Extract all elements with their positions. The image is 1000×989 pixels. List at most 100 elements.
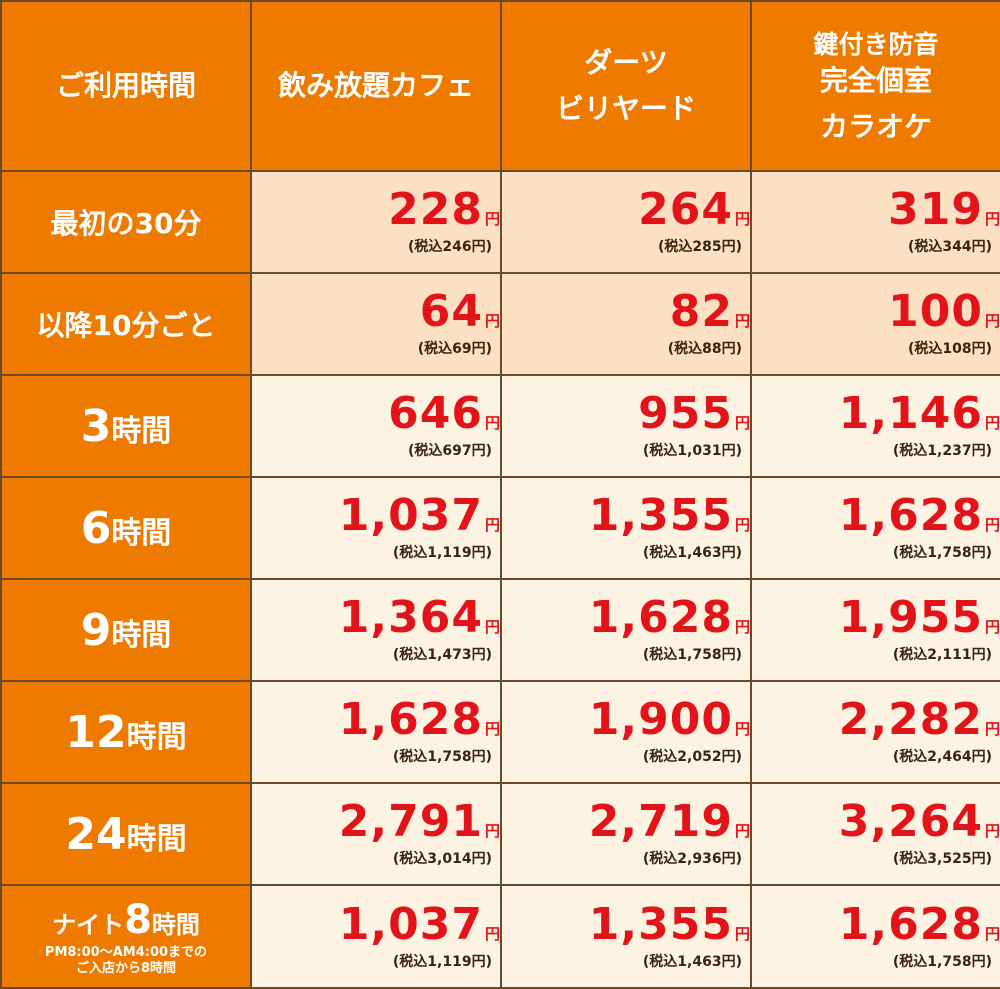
price-cell: 100 円 (税込108円) [750,272,1000,376]
yen-unit: 円 [484,414,500,432]
price-cell: 319 円 (税込344円) [750,170,1000,274]
price-amount: 1,955 [838,592,983,643]
price-cell: 1,355 円 (税込1,463円) [500,884,752,989]
price-amount: 1,364 [338,592,483,643]
table-row: 6時間 1,037 円 (税込1,119円) 1,355 円 (税込1,463円) 1,… [0,476,1000,580]
price-cell: 646 円 (税込697円) [250,374,502,478]
header-time: ご利用時間 [0,0,252,172]
price-amount: 100 [888,286,983,337]
row-label: ナイト8時間 PM8:00〜AM4:00までの ご入店から8時間 [0,884,252,989]
price-amount: 64 [419,286,483,337]
night-note-line1: PM8:00〜AM4:00までの [44,944,208,960]
header-cafe-label: 飲み放題カフェ [277,68,474,102]
table-row: 12時間 1,628 円 (税込1,758円) 1,900 円 (税込2,052円) 2… [0,680,1000,784]
yen-unit: 円 [984,312,1000,330]
tax-included-price: (税込1,119円) [392,545,492,561]
header-cafe: 飲み放題カフェ [250,0,502,172]
tax-included-price: (税込1,758円) [892,545,992,561]
price-cell: 2,791 円 (税込3,014円) [250,782,502,886]
price-cell: 82 円 (税込88円) [500,272,752,376]
price-amount: 82 [669,286,733,337]
price-cell: 1,628 円 (税込1,758円) [750,476,1000,580]
price-cell: 1,037 円 (税込1,119円) [250,884,502,989]
row-label-unit: 時間 [151,910,200,939]
tax-included-price: (税込1,463円) [642,953,742,970]
yen-unit: 円 [484,618,500,636]
yen-unit: 円 [984,516,1000,534]
price-amount: 1,628 [838,490,983,541]
price-cell: 2,282 円 (税込2,464円) [750,680,1000,784]
price-cell: 3,264 円 (税込3,525円) [750,782,1000,886]
row-label: 12時間 [0,680,252,784]
price-amount: 955 [638,388,733,439]
price-cell: 2,719 円 (税込2,936円) [500,782,752,886]
tax-included-price: (税込1,031円) [642,443,742,459]
header-karaoke-line2: 完全個室 [819,63,932,97]
row-label: 3時間 [0,374,252,478]
tax-included-price: (税込1,119円) [392,953,492,970]
price-amount: 1,037 [338,490,483,541]
table-row: 以降10分ごと 64 円 (税込69円) 82 円 (税込88円) 100 円 (税込108… [0,272,1000,376]
row-label-number: 9 [80,604,112,656]
row-label-number: 24 [65,808,127,860]
row-label: 最初の30分 [0,170,252,274]
price-amount: 1,355 [588,490,733,541]
row-label: 9時間 [0,578,252,682]
tax-included-price: (税込3,014円) [392,851,492,867]
table-row: 3時間 646 円 (税込697円) 955 円 (税込1,031円) 1,146 円 (税… [0,374,1000,478]
yen-unit: 円 [734,618,750,636]
price-cell: 1,146 円 (税込1,237円) [750,374,1000,478]
row-label-number: 12 [65,706,127,758]
row-label: 以降10分ごと [0,272,252,376]
price-amount: 1,037 [338,898,483,950]
row-label-prefix: ナイト [52,910,125,939]
table-row: ナイト8時間 PM8:00〜AM4:00までの ご入店から8時間 1,037 円 (税… [0,884,1000,989]
price-amount: 1,628 [338,694,483,745]
yen-unit: 円 [484,516,500,534]
tax-included-price: (税込1,758円) [392,749,492,765]
row-label: 6時間 [0,476,252,580]
header-karaoke-line1: 鍵付き防音 [813,30,939,60]
price-amount: 1,900 [588,694,733,745]
price-amount: 264 [638,184,733,235]
yen-unit: 円 [484,924,500,943]
price-cell: 1,628 円 (税込1,758円) [250,680,502,784]
price-cell: 228 円 (税込246円) [250,170,502,274]
yen-unit: 円 [984,414,1000,432]
price-amount: 1,146 [838,388,983,439]
price-cell: 1,037 円 (税込1,119円) [250,476,502,580]
yen-unit: 円 [984,210,1000,228]
price-amount: 1,628 [838,898,983,950]
tax-included-price: (税込1,237円) [892,443,992,459]
tax-included-price: (税込1,758円) [892,953,992,970]
price-amount: 1,628 [588,592,733,643]
yen-unit: 円 [984,720,1000,738]
price-cell: 1,364 円 (税込1,473円) [250,578,502,682]
row-label-unit: 時間 [111,413,172,449]
tax-included-price: (税込2,464円) [892,749,992,765]
row-label-number: 3 [80,400,112,452]
price-cell: 264 円 (税込285円) [500,170,752,274]
price-amount: 1,355 [588,898,733,950]
header-darts-label: ダーツ [584,45,668,79]
tax-included-price: (税込697円) [407,443,492,459]
tax-included-price: (税込2,111円) [892,647,992,663]
tax-included-price: (税込1,473円) [392,647,492,663]
yen-unit: 円 [734,312,750,330]
tax-included-price: (税込2,936円) [642,851,742,867]
price-cell: 955 円 (税込1,031円) [500,374,752,478]
yen-unit: 円 [734,720,750,738]
yen-unit: 円 [734,822,750,840]
night-note-line2: ご入店から8時間 [75,960,177,976]
header-row: ご利用時間 飲み放題カフェ ダーツ ビリヤード 鍵付き防音 完全個室 カラオケ [0,0,1000,172]
price-cell: 1,628 円 (税込1,758円) [500,578,752,682]
tax-included-price: (税込3,525円) [892,851,992,867]
row-label: 24時間 [0,782,252,886]
yen-unit: 円 [984,924,1000,943]
price-cell: 1,355 円 (税込1,463円) [500,476,752,580]
row-label-number: 6 [80,502,112,554]
price-amount: 2,719 [588,796,733,847]
tax-included-price: (税込2,052円) [642,749,742,765]
price-amount: 228 [388,184,483,235]
